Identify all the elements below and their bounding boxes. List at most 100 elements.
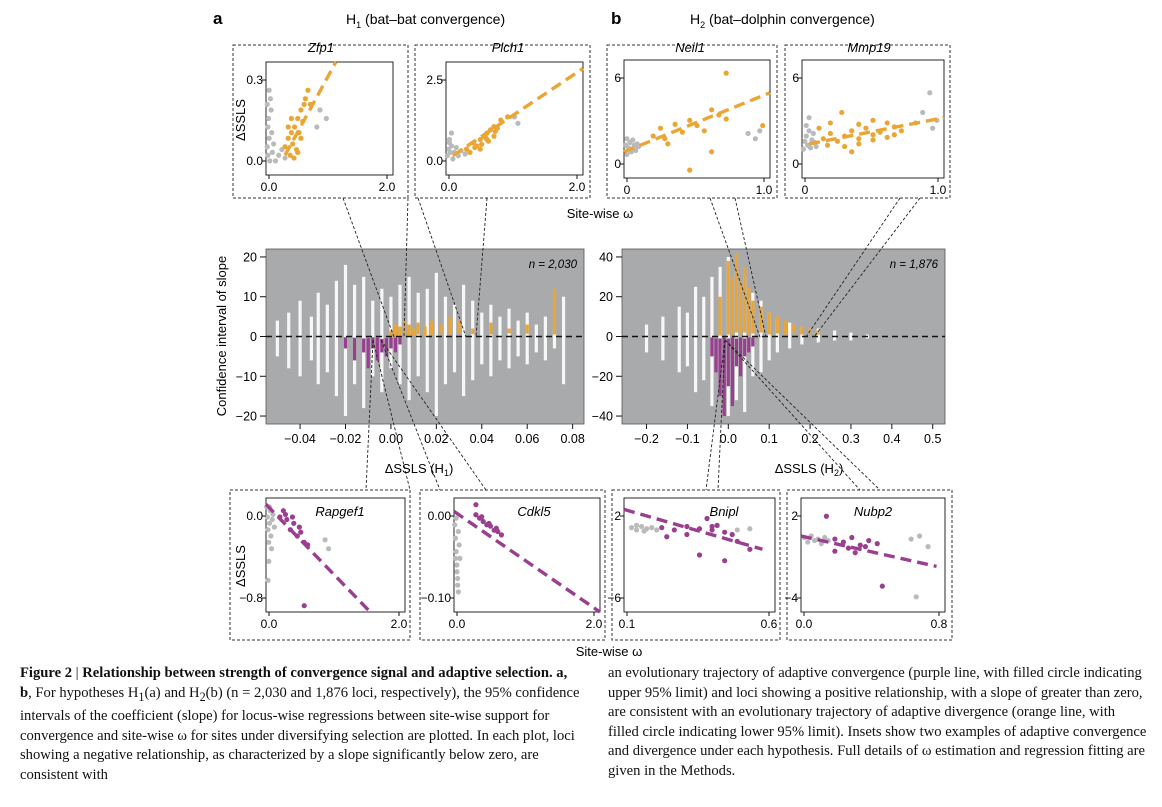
- ci-bar-non-significant: [407, 276, 411, 401]
- grey-point: [265, 577, 271, 583]
- grey-point: [654, 527, 660, 533]
- ci-bar-non-significant: [452, 304, 457, 373]
- ci-bar-non-significant: [849, 332, 853, 341]
- connector-line: [380, 339, 441, 491]
- purple-point: [832, 548, 838, 554]
- grey-point: [448, 143, 455, 149]
- orange-point: [491, 133, 497, 139]
- orange-point: [827, 130, 834, 137]
- ci-bar-convergence: [380, 338, 384, 353]
- inset-x-tick-label: 1.0: [756, 183, 773, 197]
- inset-y-tick-label: 6: [614, 71, 621, 85]
- orange-point: [849, 149, 855, 155]
- ci-bar-non-significant: [816, 328, 820, 343]
- grey-point: [447, 149, 453, 155]
- grey-point: [267, 96, 274, 102]
- grey-point: [452, 555, 459, 561]
- figure-labels: a H1 (bat–bat convergence) b H2 (bat–dol…: [213, 9, 875, 659]
- grey-point: [266, 558, 272, 564]
- orange-point: [723, 116, 729, 122]
- orange-point: [870, 137, 876, 143]
- top-insets-ylabel: ΔSSLS: [233, 99, 248, 141]
- grey-point: [802, 138, 808, 144]
- grey-point: [276, 152, 282, 158]
- ci-bar-non-significant: [734, 270, 739, 401]
- ci-bar-non-significant: [498, 316, 502, 361]
- connector-line: [724, 339, 861, 491]
- orange-point: [295, 149, 301, 155]
- ci-bar-divergence: [489, 322, 493, 335]
- ci-bar-non-significant: [443, 296, 448, 385]
- ci-bar-non-significant: [462, 284, 466, 397]
- orange-point: [483, 135, 489, 141]
- ci-bar-non-significant: [525, 312, 529, 365]
- ci-bar-non-significant: [516, 320, 520, 357]
- ci-bar-divergence: [767, 312, 771, 335]
- grey-point: [913, 594, 919, 600]
- orange-point: [827, 120, 834, 126]
- ci-bar-non-significant: [352, 284, 357, 385]
- ci-bar-divergence: [393, 324, 398, 337]
- figure-2: −0.04 −0.02 0.00 0.02 0.04 0.06 0.08−20−100102…: [213, 9, 953, 659]
- ci-bar-convergence: [366, 338, 370, 369]
- orange-point: [842, 143, 848, 150]
- purple-point: [684, 531, 690, 538]
- orange-point: [870, 132, 876, 138]
- orange-point: [856, 141, 862, 147]
- inset-y-tick-label: 0.0: [246, 509, 263, 523]
- connector-line: [380, 339, 487, 491]
- x-tick-label: −0.04: [284, 432, 316, 446]
- x-tick-label: 0.3: [842, 432, 859, 446]
- inset-y-tick-label: 2: [791, 509, 798, 523]
- ci-bar-non-significant: [685, 312, 690, 367]
- y-tick-label: 0: [250, 330, 257, 344]
- orange-point: [467, 149, 473, 155]
- ci-bar-divergence: [759, 306, 763, 333]
- inset-y-tick-label: 0.0: [246, 154, 263, 168]
- grey-point: [803, 133, 809, 139]
- orange-point: [472, 144, 478, 151]
- inset-plots: 0.0 2.0 0.3 0.0 Zfp1 0.0 2.0 2.5 0.0 Plch1 0 1.0 6 0 N…: [229, 40, 953, 641]
- purple-point: [664, 534, 670, 540]
- orange-point: [687, 167, 693, 173]
- ci-bar-divergence: [416, 322, 420, 335]
- orange-point: [650, 133, 656, 139]
- n-label: n = 2,030: [529, 259, 578, 271]
- grey-point: [314, 124, 320, 130]
- x-tick-label: 0.4: [883, 432, 900, 446]
- ci-bar-non-significant: [309, 316, 314, 361]
- orange-point: [477, 136, 483, 143]
- grey-point: [268, 107, 274, 113]
- regression-line: [808, 116, 945, 146]
- y-tick-label: 40: [599, 250, 613, 264]
- regression-line: [283, 61, 338, 157]
- orange-point: [463, 146, 470, 152]
- grey-point: [325, 546, 332, 552]
- purple-point: [852, 550, 858, 556]
- inset-x-tick-label: 0: [802, 183, 809, 197]
- ci-bar-convergence: [352, 337, 357, 361]
- grey-point: [908, 536, 914, 542]
- ci-bar-divergence: [525, 324, 529, 334]
- ci-bar-convergence: [389, 337, 393, 349]
- inset-axes: [265, 61, 394, 176]
- inset-x-tick-label: 0.8: [931, 617, 948, 631]
- grey-point: [462, 151, 468, 157]
- purple-point: [282, 511, 289, 518]
- inset-x-tick-label: 0.6: [761, 617, 778, 631]
- inset-x-tick-label: 0.0: [261, 617, 278, 631]
- inset-x-tick-label: 0.0: [796, 617, 813, 631]
- x-tick-label: 0.1: [760, 432, 777, 446]
- x-tick-label: 0.08: [560, 432, 584, 446]
- orange-point: [687, 117, 693, 123]
- grey-point: [452, 522, 458, 528]
- ci-bar-divergence: [448, 316, 452, 335]
- orange-point: [870, 117, 876, 123]
- purple-point: [291, 520, 297, 526]
- inset-title: Plch1: [492, 40, 525, 55]
- connector-line: [734, 197, 767, 338]
- orange-point: [849, 128, 855, 134]
- grey-point: [448, 130, 455, 136]
- ci-bar-non-significant: [543, 316, 547, 361]
- inset-x-tick-label: 0.0: [261, 180, 278, 194]
